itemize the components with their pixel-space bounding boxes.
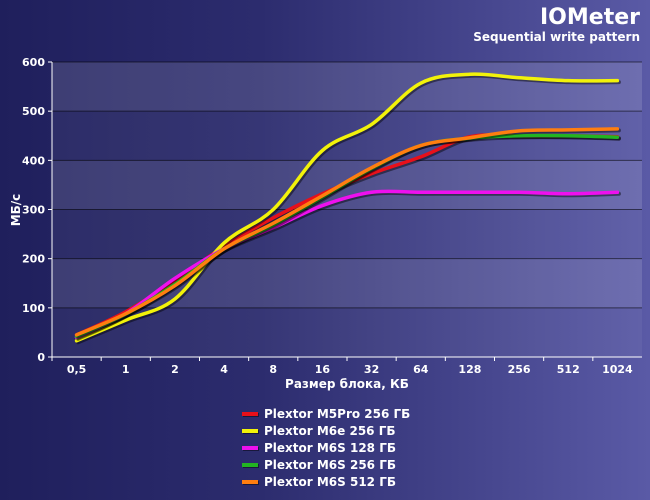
series-line-path bbox=[74, 189, 620, 340]
x-tick-label: 8 bbox=[269, 363, 277, 376]
chart-title: IOMeter bbox=[540, 5, 640, 30]
plot-band bbox=[52, 62, 642, 112]
legend-label: Plextor M6S 512 ГБ bbox=[264, 475, 396, 489]
legend-label: Plextor M6S 256 ГБ bbox=[264, 458, 396, 472]
legend-item: Plextor M6e 256 ГБ bbox=[242, 424, 396, 438]
x-tick-label: 0,5 bbox=[67, 363, 87, 376]
legend-item: Plextor M5Pro 256 ГБ bbox=[242, 407, 410, 421]
legend-label: Plextor M5Pro 256 ГБ bbox=[264, 407, 410, 421]
y-tick-label: 0 bbox=[37, 351, 45, 364]
x-tick-label: 32 bbox=[364, 363, 379, 376]
x-tick-label: 512 bbox=[557, 363, 580, 376]
x-tick-label: 128 bbox=[458, 363, 481, 376]
y-tick-label: 500 bbox=[22, 105, 45, 118]
legend-item: Plextor M6S 512 ГБ bbox=[242, 475, 396, 489]
series-line-path bbox=[74, 127, 620, 337]
plot-band bbox=[52, 209, 642, 259]
x-tick-label: 1 bbox=[122, 363, 130, 376]
y-tick-label: 600 bbox=[22, 56, 45, 69]
x-tick-label: 256 bbox=[508, 363, 531, 376]
plot-band bbox=[52, 258, 642, 308]
y-tick-label: 200 bbox=[22, 253, 45, 266]
x-tick-label: 16 bbox=[315, 363, 331, 376]
legend-item: Plextor M6S 256 ГБ bbox=[242, 458, 396, 472]
series-line-path bbox=[74, 72, 620, 343]
x-tick-label: 2 bbox=[171, 363, 179, 376]
y-axis-label: МБ/с bbox=[9, 194, 23, 227]
series-line bbox=[74, 127, 621, 339]
legend-item: Plextor M6S 128 ГБ bbox=[242, 441, 396, 455]
x-tick-label: 64 bbox=[413, 363, 429, 376]
legend-label: Plextor M6S 128 ГБ bbox=[264, 441, 396, 455]
x-tick-label: 4 bbox=[220, 363, 228, 376]
legend-label: Plextor M6e 256 ГБ bbox=[264, 424, 396, 438]
chart-subtitle: Sequential write pattern bbox=[473, 30, 640, 44]
plot-band bbox=[52, 307, 642, 357]
series-line bbox=[74, 189, 621, 341]
y-tick-label: 100 bbox=[22, 302, 45, 315]
y-tick-label: 300 bbox=[22, 204, 45, 217]
series-line bbox=[74, 72, 621, 345]
x-axis-label: Размер блока, КБ bbox=[285, 377, 409, 391]
y-tick-label: 400 bbox=[22, 154, 45, 167]
x-tick-label: 1024 bbox=[602, 363, 633, 376]
